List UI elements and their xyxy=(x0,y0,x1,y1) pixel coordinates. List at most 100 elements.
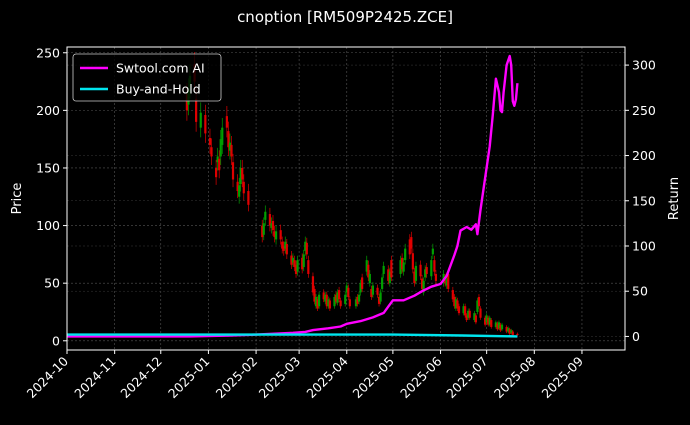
candle-body xyxy=(268,214,272,226)
candle-body xyxy=(381,277,384,289)
legend-label-strategy: Swtool.com AI xyxy=(116,61,205,76)
candle-body xyxy=(434,273,438,281)
candle-body xyxy=(221,127,224,145)
candle-body xyxy=(339,300,342,307)
candle-body xyxy=(414,265,418,281)
candle-body xyxy=(236,181,239,192)
y-axis-label-left: Price xyxy=(10,183,25,215)
candle-body xyxy=(231,162,235,180)
y-tick-label-left: 100 xyxy=(36,218,60,233)
candle-body xyxy=(431,248,434,255)
candle-body xyxy=(325,294,328,307)
candle-body xyxy=(467,310,470,318)
candle-body xyxy=(357,294,361,302)
candle-body xyxy=(290,255,293,265)
candle-body xyxy=(368,273,371,284)
candle-body xyxy=(316,299,319,309)
candle-body xyxy=(404,248,407,261)
candle-body xyxy=(367,264,370,278)
legend-box xyxy=(72,53,222,102)
candle-body xyxy=(270,223,273,228)
candle-body xyxy=(465,315,468,321)
y-tick-label-left: 150 xyxy=(36,160,60,175)
plot-frame xyxy=(66,46,626,351)
y-tick-label-left: 250 xyxy=(36,45,60,60)
candle-body xyxy=(313,288,316,302)
candle-body xyxy=(359,283,362,293)
candle-body xyxy=(264,211,267,220)
candle-body xyxy=(294,264,298,274)
candle-body xyxy=(247,191,250,205)
candle-body xyxy=(225,116,228,128)
candle-body xyxy=(228,142,232,151)
candle-body xyxy=(419,264,422,277)
buy-and-hold-line xyxy=(67,333,518,338)
candle-body xyxy=(344,294,347,304)
candle-body xyxy=(411,253,414,270)
candle-body xyxy=(281,241,284,249)
candle-body xyxy=(218,158,221,171)
candle-body xyxy=(279,230,282,240)
candle-body xyxy=(273,231,276,238)
candle-body xyxy=(361,277,364,289)
candle-body xyxy=(420,278,424,289)
candle-body xyxy=(408,239,411,255)
candle-body xyxy=(447,273,450,289)
candle-body xyxy=(473,313,476,321)
y-tick-label-left: 0 xyxy=(52,333,60,348)
candle-body xyxy=(347,287,350,298)
candle-body xyxy=(354,299,358,307)
candle-body xyxy=(307,260,310,274)
candle-body xyxy=(239,167,242,185)
candle-body xyxy=(462,306,465,314)
candle-body xyxy=(445,276,448,286)
candle-body xyxy=(479,308,482,318)
candle-body xyxy=(334,294,338,302)
candle-body xyxy=(399,260,402,274)
candle-body xyxy=(356,297,359,304)
candle-body xyxy=(516,333,519,336)
candle-body xyxy=(402,262,405,272)
candle-body xyxy=(377,297,381,304)
candle-body xyxy=(505,326,508,332)
legend: Swtool.com AI Buy-and-Hold xyxy=(72,53,222,102)
candle-body xyxy=(302,254,305,268)
candle-body xyxy=(333,297,336,307)
strategy-return-line xyxy=(67,54,519,338)
candle-body xyxy=(285,244,288,255)
candle-body xyxy=(425,267,428,274)
y-axis-label-right: Return xyxy=(667,177,682,220)
candle-body xyxy=(348,299,351,307)
candle-body xyxy=(497,322,501,329)
candle-body xyxy=(301,257,304,270)
candle-body xyxy=(317,294,321,307)
candle-body xyxy=(336,292,339,303)
candle-body xyxy=(274,231,278,240)
candle-body xyxy=(370,288,373,298)
candle-body xyxy=(454,299,458,309)
candle-body xyxy=(451,290,454,300)
y-tick-label-right: 300 xyxy=(632,58,656,73)
return-series xyxy=(67,54,519,338)
candle-body xyxy=(511,331,514,336)
candle-body xyxy=(296,260,299,272)
candle-body xyxy=(242,181,245,194)
candle-body xyxy=(293,260,296,268)
candle-body xyxy=(476,300,479,312)
candle-body xyxy=(485,315,488,323)
candle-body xyxy=(433,260,436,272)
candle-body xyxy=(227,131,230,148)
candle-body xyxy=(345,285,348,293)
candle-body xyxy=(477,297,481,307)
candle-body xyxy=(508,329,511,334)
candle-body xyxy=(468,310,471,318)
candle-body xyxy=(284,241,287,249)
candle-body xyxy=(401,257,404,270)
candle-body xyxy=(444,277,447,284)
candle-body xyxy=(365,260,368,272)
candle-body xyxy=(208,138,212,145)
candle-body xyxy=(291,257,295,263)
candle-body xyxy=(271,220,275,231)
candle-body xyxy=(413,271,416,284)
